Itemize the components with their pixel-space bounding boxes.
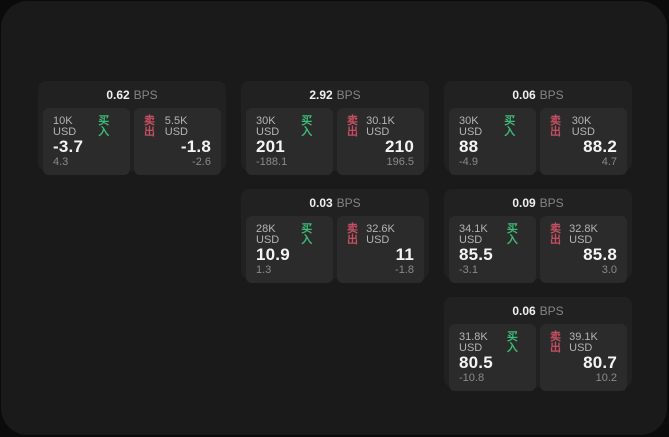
sell-side-label: 卖出 <box>550 115 561 138</box>
buy-side-label: 买入 <box>506 331 518 354</box>
quote-card[interactable]: 0.09 BPS 34.1K USD 买入 85.5 -3.1 卖出 32.8K… <box>444 189 632 283</box>
sell-panel[interactable]: 卖出 39.1K USD 80.7 10.2 <box>540 324 627 391</box>
buy-side-label: 买入 <box>98 115 110 138</box>
buy-price: 88 <box>459 137 479 156</box>
quote-card[interactable]: 2.92 BPS 30K USD 买入 201 -188.1 卖出 30.1K … <box>241 81 429 175</box>
sell-size: 30.1K USD <box>366 115 395 138</box>
spread-header: 0.62 BPS <box>38 81 226 108</box>
sell-side-label: 卖出 <box>347 115 358 138</box>
spread-unit: BPS <box>539 87 564 102</box>
spread-header: 0.06 BPS <box>444 297 632 324</box>
buy-price: 85.5 <box>459 245 493 264</box>
sell-change: 196.5 <box>386 155 414 168</box>
buy-side-label: 买入 <box>504 115 516 138</box>
spread-header: 0.03 BPS <box>241 189 429 216</box>
spread-header: 0.09 BPS <box>444 189 632 216</box>
spread-header: 0.06 BPS <box>444 81 632 108</box>
sell-size: 39.1K USD <box>569 331 598 354</box>
spread-header: 2.92 BPS <box>241 81 429 108</box>
buy-size: 10K USD <box>53 115 77 138</box>
buy-change: -4.9 <box>459 155 478 168</box>
buy-change: -188.1 <box>256 155 288 168</box>
buy-side-label: 买入 <box>506 223 518 246</box>
quote-card[interactable]: 0.06 BPS 30K USD 买入 88 -4.9 卖出 30K USD <box>444 81 632 175</box>
buy-price: -3.7 <box>53 137 84 156</box>
sell-change: 4.7 <box>601 155 617 168</box>
spread-unit: BPS <box>133 87 158 102</box>
spread-unit: BPS <box>336 87 361 102</box>
sell-change: 10.2 <box>595 371 617 384</box>
buy-size: 28K USD <box>256 223 280 246</box>
sell-side-label: 卖出 <box>550 223 561 246</box>
sell-price: -1.8 <box>180 137 211 156</box>
sell-price: 88.2 <box>583 137 617 156</box>
sell-panel[interactable]: 卖出 30K USD 88.2 4.7 <box>540 108 627 175</box>
sell-side-label: 卖出 <box>550 331 561 354</box>
buy-panel[interactable]: 31.8K USD 买入 80.5 -10.8 <box>449 324 536 391</box>
spread-value: 0.09 <box>512 195 536 210</box>
spread-unit: BPS <box>539 303 564 318</box>
sell-price: 11 <box>395 245 414 264</box>
spread-value: 0.62 <box>106 87 130 102</box>
buy-panel[interactable]: 10K USD 买入 -3.7 4.3 <box>43 108 130 175</box>
sell-price: 80.7 <box>583 353 617 372</box>
sell-size: 32.6K USD <box>366 223 395 246</box>
buy-size: 31.8K USD <box>459 331 488 354</box>
sell-panel[interactable]: 卖出 32.8K USD 85.8 3.0 <box>540 216 627 283</box>
buy-size: 34.1K USD <box>459 223 488 246</box>
buy-panel[interactable]: 28K USD 买入 10.9 1.3 <box>246 216 333 283</box>
buy-panel[interactable]: 30K USD 买入 201 -188.1 <box>246 108 333 175</box>
buy-price: 80.5 <box>459 353 493 372</box>
spread-unit: BPS <box>336 195 361 210</box>
buy-size: 30K USD <box>459 115 483 138</box>
sell-size: 32.8K USD <box>569 223 598 246</box>
buy-change: -3.1 <box>459 263 478 276</box>
quote-card[interactable]: 0.03 BPS 28K USD 买入 10.9 1.3 卖出 32.6K US… <box>241 189 429 283</box>
sell-size: 30K USD <box>571 115 595 138</box>
spread-value: 2.92 <box>309 87 333 102</box>
sell-size: 5.5K USD <box>164 115 189 138</box>
quote-card[interactable]: 0.06 BPS 31.8K USD 买入 80.5 -10.8 卖出 39.1… <box>444 297 632 391</box>
sell-change: 3.0 <box>601 263 617 276</box>
spread-value: 0.06 <box>512 303 536 318</box>
quote-card[interactable]: 0.62 BPS 10K USD 买入 -3.7 4.3 卖出 5.5K USD <box>38 81 226 175</box>
sell-price: 210 <box>385 137 414 156</box>
sell-change: -2.6 <box>192 155 211 168</box>
quote-cards-grid: 0.62 BPS 10K USD 买入 -3.7 4.3 卖出 5.5K USD <box>38 81 632 391</box>
buy-size: 30K USD <box>256 115 280 138</box>
buy-change: -10.8 <box>459 371 485 384</box>
buy-change: 1.3 <box>256 263 272 276</box>
sell-panel[interactable]: 卖出 32.6K USD 11 -1.8 <box>337 216 424 283</box>
buy-change: 4.3 <box>53 155 69 168</box>
buy-panel[interactable]: 34.1K USD 买入 85.5 -3.1 <box>449 216 536 283</box>
sell-change: -1.8 <box>395 263 414 276</box>
sell-panel[interactable]: 卖出 30.1K USD 210 196.5 <box>337 108 424 175</box>
sell-panel[interactable]: 卖出 5.5K USD -1.8 -2.6 <box>134 108 221 175</box>
buy-side-label: 买入 <box>301 223 313 246</box>
buy-side-label: 买入 <box>301 115 313 138</box>
sell-side-label: 卖出 <box>144 115 155 138</box>
spread-value: 0.06 <box>512 87 536 102</box>
buy-price: 10.9 <box>256 245 290 264</box>
sell-side-label: 卖出 <box>347 223 358 246</box>
spread-unit: BPS <box>539 195 564 210</box>
buy-price: 201 <box>256 137 285 156</box>
spread-value: 0.03 <box>309 195 333 210</box>
buy-panel[interactable]: 30K USD 买入 88 -4.9 <box>449 108 536 175</box>
sell-price: 85.8 <box>583 245 617 264</box>
